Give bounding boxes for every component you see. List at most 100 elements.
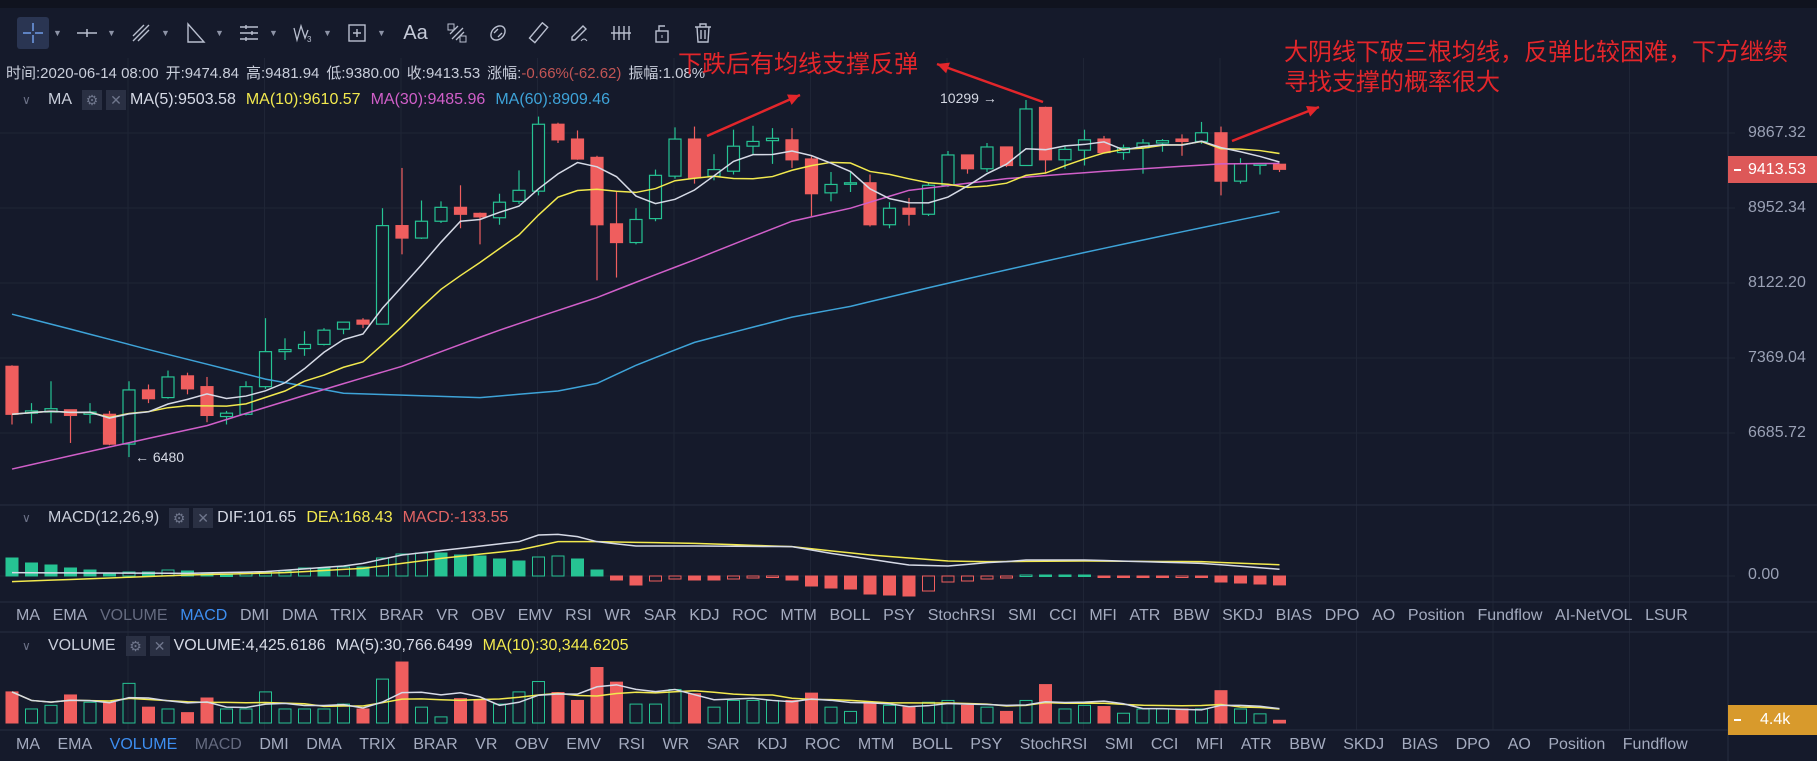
indicator-tab-fundflow[interactable]: Fundflow (1477, 607, 1543, 624)
indicator-tab-vr[interactable]: VR (436, 607, 459, 624)
brush-tool[interactable] (559, 14, 600, 52)
close-icon[interactable]: ✕ (149, 636, 170, 656)
indicator-tab-mfi[interactable]: MFI (1089, 607, 1117, 624)
volume-bar (727, 699, 740, 724)
gear-icon[interactable]: ⚙ (125, 636, 146, 656)
parallel-channel-tool[interactable]: ▼ (233, 14, 287, 52)
rectangle-tool[interactable]: ▼ (341, 14, 395, 52)
indicator-tab-ema[interactable]: EMA (52, 607, 88, 624)
indicator-tab-boll[interactable]: BOLL (829, 607, 871, 624)
indicator-tab-bias[interactable]: BIAS (1401, 736, 1439, 753)
indicator-tab-wr[interactable]: WR (604, 607, 632, 624)
indicator-tab-kdj[interactable]: KDJ (757, 736, 788, 753)
gear-icon[interactable]: ⚙ (82, 90, 102, 110)
indicator-tab-wr[interactable]: WR (662, 736, 690, 753)
indicator-tab-psy[interactable]: PSY (970, 736, 1003, 753)
indicator-tab-ma[interactable]: MA (16, 607, 40, 624)
macd-histogram-bar (44, 564, 58, 577)
indicator-tab-bias[interactable]: BIAS (1275, 607, 1313, 624)
indicator-tab-volume[interactable]: VOLUME (99, 607, 168, 624)
indicator-tab-obv[interactable]: OBV (514, 736, 549, 753)
indicator-tab-smi[interactable]: SMI (1007, 607, 1037, 624)
wave-tool[interactable]: 3 ▼ (287, 14, 341, 52)
crosshair-tool[interactable]: ▼ (17, 14, 71, 52)
gear-icon[interactable]: ⚙ (169, 508, 190, 528)
indicator-tab-atr[interactable]: ATR (1129, 607, 1161, 624)
indicator-tab-trix[interactable]: TRIX (359, 736, 396, 753)
indicator-tab-stochrsi[interactable]: StochRSI (1019, 736, 1088, 753)
indicator-tab-ema[interactable]: EMA (57, 736, 93, 753)
collapse-chevron-icon[interactable]: ∨ (22, 511, 31, 525)
indicator-tab-rsi[interactable]: RSI (565, 607, 592, 624)
indicator-tab-dma[interactable]: DMA (306, 736, 342, 753)
indicator-tab-position[interactable]: Position (1407, 607, 1465, 624)
chevron-down-icon[interactable]: ▼ (377, 28, 386, 38)
indicator-tab-emv[interactable]: EMV (517, 607, 553, 624)
indicator-tab-trix[interactable]: TRIX (330, 607, 367, 624)
indicator-tab-brar[interactable]: BRAR (413, 736, 458, 753)
indicator-tab-rsi[interactable]: RSI (618, 736, 646, 753)
indicator-tab-fundflow[interactable]: Fundflow (1622, 736, 1688, 753)
indicator-tab-sar[interactable]: SAR (706, 736, 740, 753)
chevron-down-icon[interactable]: ▼ (323, 28, 332, 38)
indicator-tab-mtm[interactable]: MTM (780, 607, 817, 624)
trend-line-tool[interactable]: ▼ (125, 14, 179, 52)
close-icon[interactable]: ✕ (106, 90, 126, 110)
indicator-tab-bbw[interactable]: BBW (1172, 607, 1210, 624)
chevron-down-icon[interactable]: ▼ (107, 28, 116, 38)
indicator-tab-skdj[interactable]: SKDJ (1222, 607, 1263, 624)
indicator-tab-ai-netvol[interactable]: AI-NetVOL (1555, 607, 1633, 624)
horizontal-line-tool[interactable]: ▼ (71, 14, 125, 52)
indicator-tab-skdj[interactable]: SKDJ (1343, 736, 1385, 753)
indicator-tab-lsur[interactable]: LSUR (1645, 607, 1688, 624)
indicator-tab-mfi[interactable]: MFI (1195, 736, 1224, 753)
indicator-tab-psy[interactable]: PSY (883, 607, 916, 624)
indicator-tab-obv[interactable]: OBV (471, 607, 506, 624)
angle-tool[interactable]: ▼ (179, 14, 233, 52)
indicator-tab-boll[interactable]: BOLL (911, 736, 953, 753)
indicator-tab-roc[interactable]: ROC (732, 607, 768, 624)
close-icon[interactable]: ✕ (193, 508, 214, 528)
indicator-tab-ao[interactable]: AO (1372, 607, 1396, 624)
magnet-tool[interactable] (477, 14, 518, 52)
volume-bar (64, 694, 77, 724)
indicator-tab-position[interactable]: Position (1548, 736, 1606, 753)
ruler-tool[interactable] (518, 14, 559, 52)
indicator-tab-atr[interactable]: ATR (1240, 736, 1272, 753)
indicator-tab-dma[interactable]: DMA (281, 607, 318, 624)
indicator-tab-bbw[interactable]: BBW (1289, 736, 1326, 753)
indicator-tab-dmi[interactable]: DMI (259, 736, 289, 753)
indicator-tab-emv[interactable]: EMV (566, 736, 601, 753)
chevron-down-icon[interactable]: ▼ (215, 28, 224, 38)
indicator-tab-ma[interactable]: MA (16, 736, 40, 753)
indicator-tab-dpo[interactable]: DPO (1455, 736, 1491, 753)
chevron-down-icon[interactable]: ▼ (53, 28, 62, 38)
indicator-tab-kdj[interactable]: KDJ (689, 607, 720, 624)
indicator-tab-cci[interactable]: CCI (1150, 736, 1179, 753)
lock-tool[interactable] (641, 14, 682, 52)
chevron-down-icon[interactable]: ▼ (269, 28, 278, 38)
indicator-tab-vr[interactable]: VR (475, 736, 498, 753)
indicator-tab-macd[interactable]: MACD (180, 607, 228, 624)
indicator-tab-volume[interactable]: VOLUME (109, 736, 178, 753)
indicator-tab-macd[interactable]: MACD (194, 736, 242, 753)
collapse-chevron-icon[interactable]: ∨ (22, 93, 31, 107)
indicator-tab-smi[interactable]: SMI (1104, 736, 1134, 753)
delete-tool[interactable] (682, 14, 723, 52)
indicator-tab-sar[interactable]: SAR (643, 607, 677, 624)
indicator-tab-mtm[interactable]: MTM (857, 736, 895, 753)
collapse-chevron-icon[interactable]: ∨ (22, 639, 31, 653)
text-tool[interactable]: Aa (395, 14, 436, 52)
indicator-tab-roc[interactable]: ROC (804, 736, 841, 753)
volume-bar (1117, 712, 1130, 724)
indicator-tab-brar[interactable]: BRAR (379, 607, 424, 624)
indicator-tab-dmi[interactable]: DMI (239, 607, 270, 624)
indicator-tab-dpo[interactable]: DPO (1324, 607, 1360, 624)
indicator-tab-cci[interactable]: CCI (1049, 607, 1077, 624)
indicator-tab-ao[interactable]: AO (1507, 736, 1531, 753)
pattern-tool[interactable] (436, 14, 477, 52)
chevron-down-icon[interactable]: ▼ (161, 28, 170, 38)
indicator-tab-stochrsi[interactable]: StochRSI (927, 607, 996, 624)
measure-tool[interactable] (600, 14, 641, 52)
